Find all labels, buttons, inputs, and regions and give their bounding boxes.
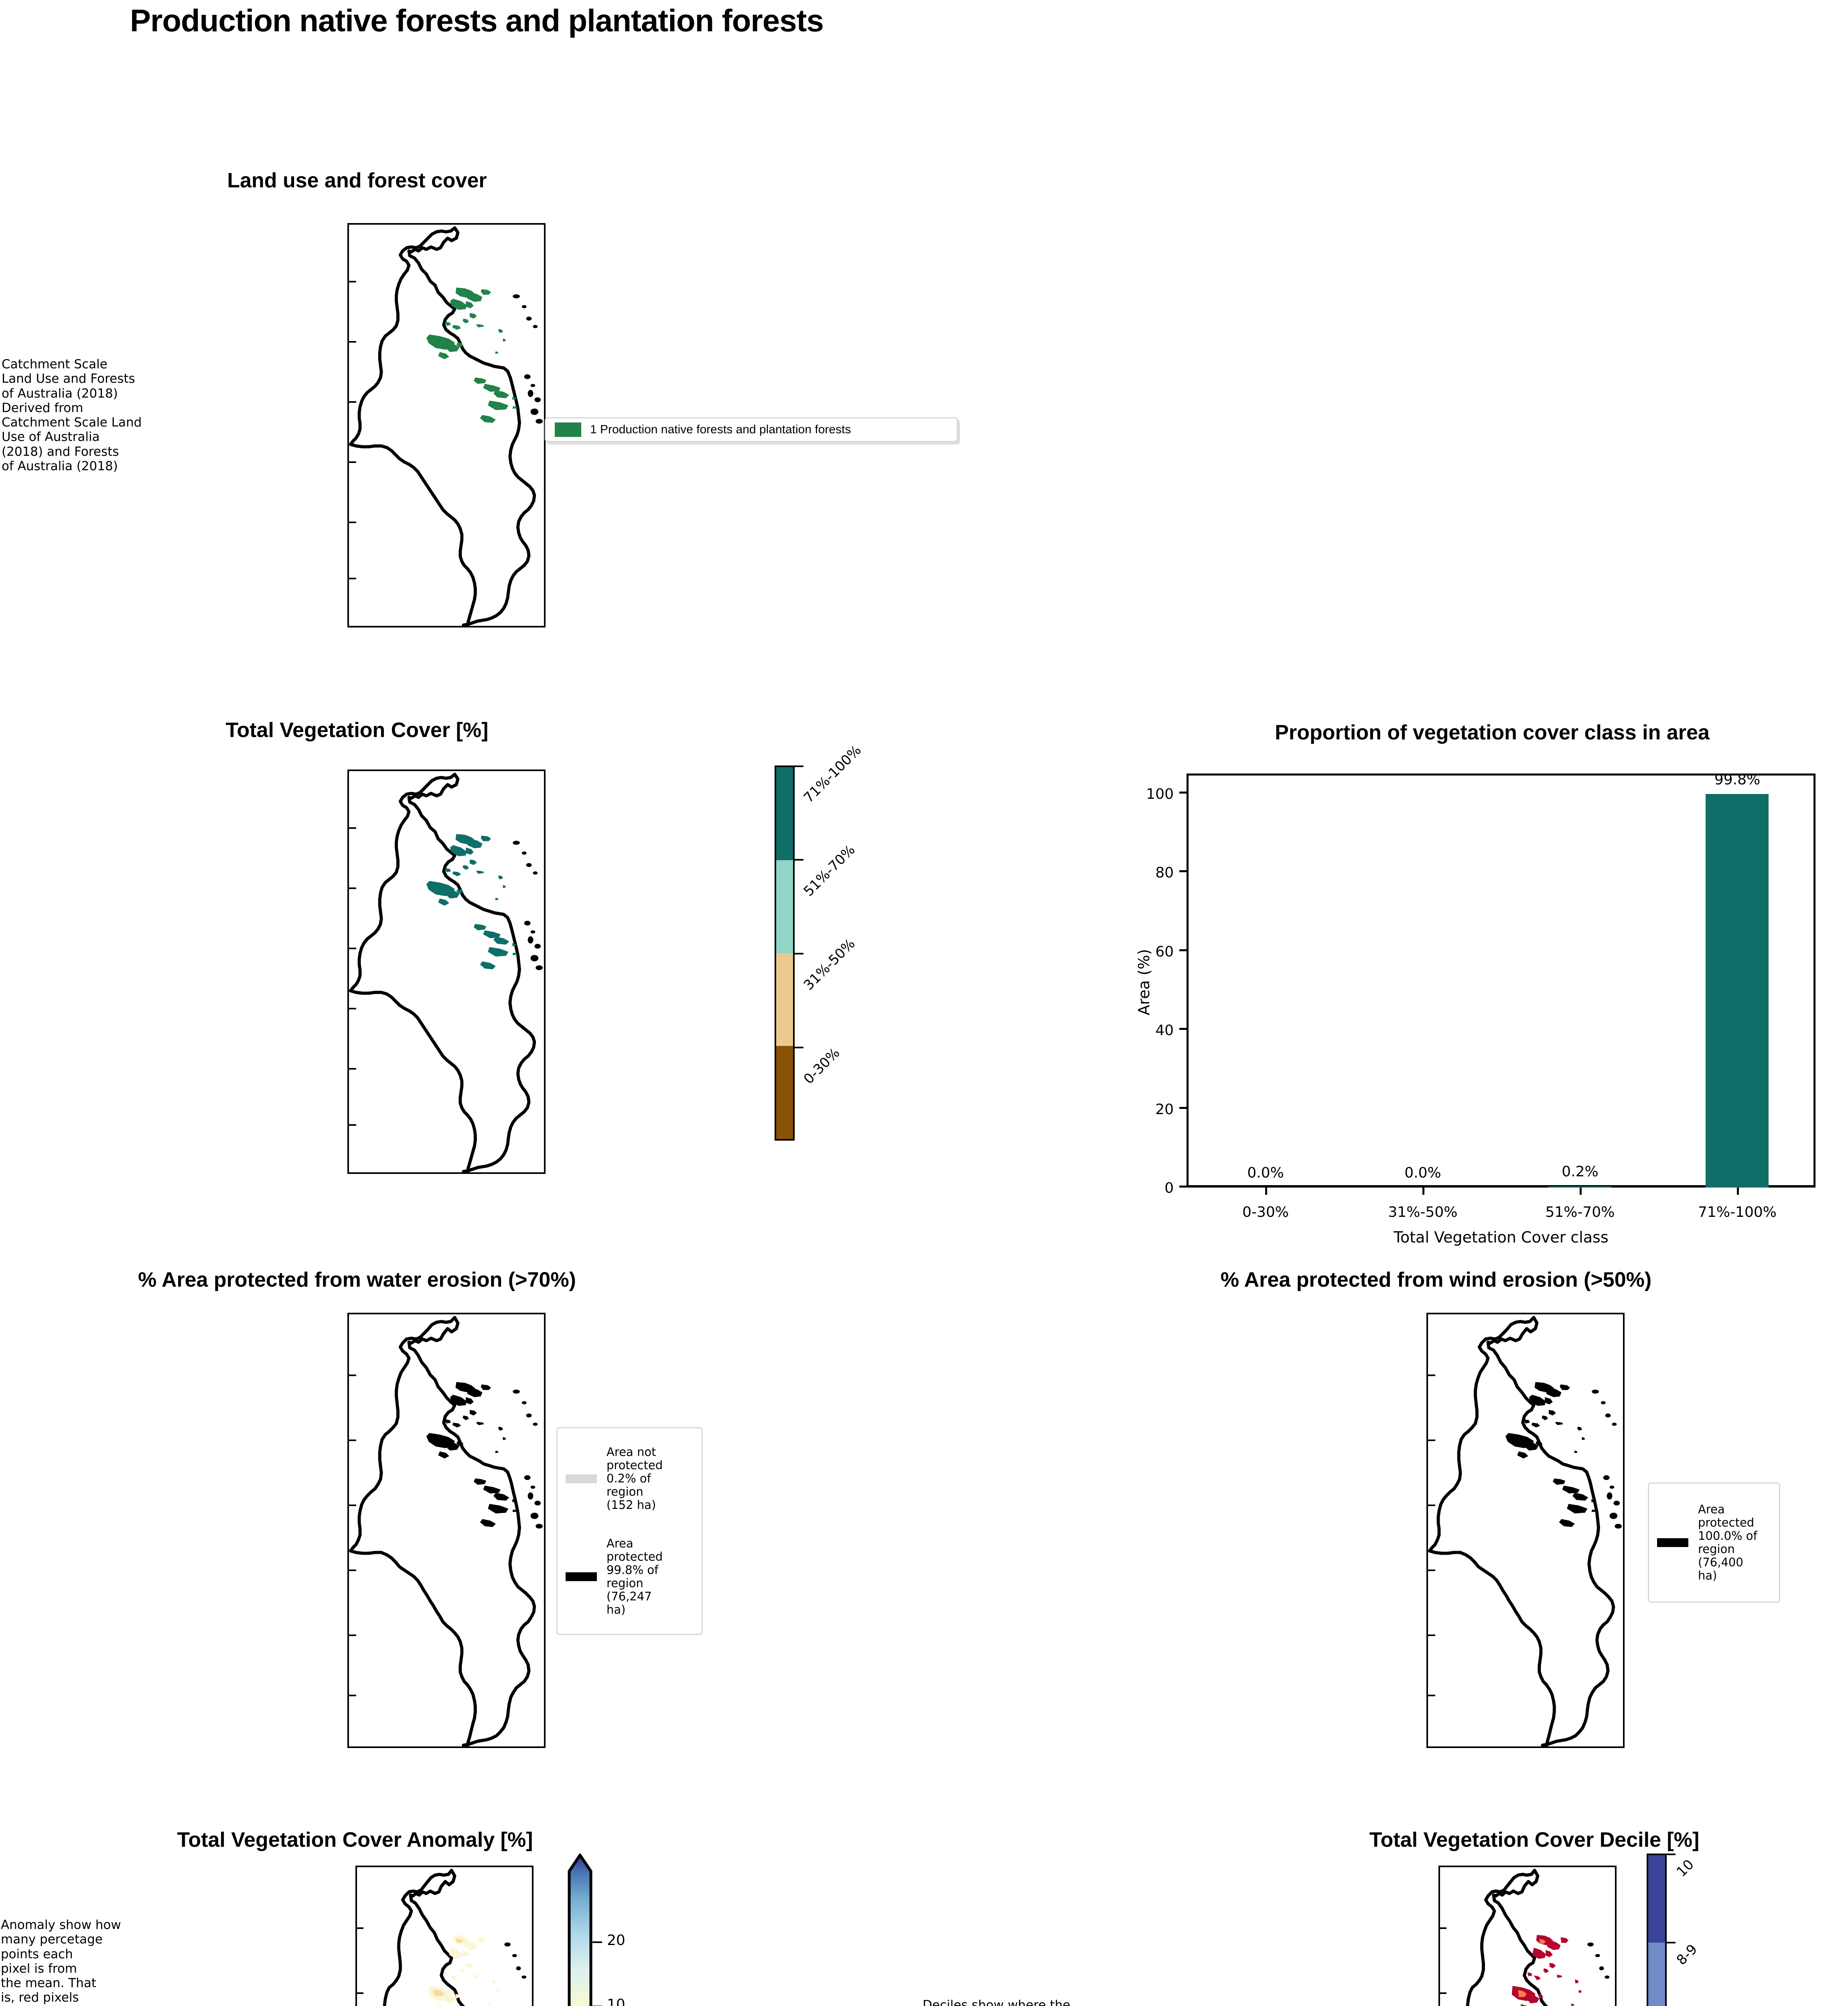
legend-entry-not-protected: Area not protected 0.2% of region (152 h… bbox=[563, 1446, 696, 1512]
cbar-seg-71-100 bbox=[776, 767, 793, 860]
panel-title-decile: Total Vegetation Cover Decile [%] bbox=[1369, 1828, 1700, 1852]
bar-chart-axes: 0 20 40 60 80 100 0-30% 31%-50% 51%-70% … bbox=[1146, 772, 1816, 1220]
ytick-80: 80 bbox=[1155, 865, 1174, 881]
wind-erosion-legend: Area protected 100.0% of region (76,400 … bbox=[1648, 1482, 1780, 1603]
colorbar-veg-cover bbox=[775, 765, 795, 1141]
decile-note: Deciles show where the pixel value lies … bbox=[923, 1998, 1071, 2006]
ytick-20: 20 bbox=[1155, 1101, 1174, 1118]
map-decile bbox=[1438, 1866, 1617, 2006]
ytick-0: 0 bbox=[1164, 1180, 1174, 1196]
legend-label-production-forest: 1 Production native forests and plantati… bbox=[590, 423, 851, 436]
bar-71-100 bbox=[1706, 794, 1769, 1188]
panel-title-wind-erosion: % Area protected from wind erosion (>50%… bbox=[1220, 1268, 1652, 1291]
chart-ylabel: Area (%) bbox=[1135, 949, 1153, 1015]
map-anomaly bbox=[355, 1866, 534, 2006]
anomaly-tick-10: 10 bbox=[607, 1996, 625, 2006]
panel-title-veg-cover: Total Vegetation Cover [%] bbox=[225, 719, 489, 742]
colorbar-decile bbox=[1647, 1854, 1667, 2006]
anomaly-note: Anomaly show how many percetage points e… bbox=[1, 1918, 121, 2006]
cbar-label-0-30: 0-30% bbox=[800, 1045, 843, 1088]
chart-title-proportion: Proportion of vegetation cover class in … bbox=[1275, 721, 1710, 744]
legend-text-not-protected: Area not protected 0.2% of region (152 h… bbox=[607, 1445, 663, 1512]
chart-xlabel: Total Vegetation Cover class bbox=[1394, 1228, 1609, 1246]
cbar-label-31-50: 31%-50% bbox=[800, 936, 858, 994]
decile-label-8-9: 8-9 bbox=[1673, 1941, 1701, 1969]
xtick-31-50: 31%-50% bbox=[1388, 1204, 1458, 1220]
panel-title-water-erosion: % Area protected from water erosion (>70… bbox=[138, 1268, 576, 1291]
map-water-erosion bbox=[347, 1313, 546, 1748]
map-wind-erosion bbox=[1426, 1313, 1625, 1748]
colorbar-anomaly bbox=[568, 1852, 592, 2006]
land-use-source-note: Catchment Scale Land Use and Forests of … bbox=[2, 357, 142, 473]
cbar-label-51-70: 51%-70% bbox=[800, 842, 858, 900]
barlabel-0-30: 0.0% bbox=[1247, 1165, 1284, 1181]
cbar-seg-51-70 bbox=[776, 860, 793, 953]
anomaly-tick-20: 20 bbox=[607, 1932, 625, 1949]
map-land-use bbox=[347, 223, 546, 627]
ytick-60: 60 bbox=[1155, 944, 1174, 960]
cbar-label-71-100: 71%-100% bbox=[800, 742, 864, 806]
bar-51-70 bbox=[1548, 1186, 1611, 1188]
legend-swatch-protected-wind bbox=[1657, 1538, 1688, 1547]
panel-title-anomaly: Total Vegetation Cover Anomaly [%] bbox=[177, 1828, 533, 1852]
cbar-seg-0-30 bbox=[776, 1046, 793, 1139]
legend-swatch-production-forest bbox=[555, 422, 581, 437]
cbar-seg-decile-8-9 bbox=[1648, 1943, 1665, 2006]
panel-title-land-use: Land use and forest cover bbox=[227, 169, 487, 192]
xtick-71-100: 71%-100% bbox=[1698, 1204, 1777, 1220]
legend-text-protected: Area protected 99.8% of region (76,247 h… bbox=[607, 1536, 663, 1616]
barlabel-51-70: 0.2% bbox=[1562, 1163, 1598, 1180]
barlabel-71-100: 99.8% bbox=[1714, 772, 1761, 788]
water-erosion-legend: Area not protected 0.2% of region (152 h… bbox=[556, 1427, 703, 1635]
legend-swatch-not-protected bbox=[566, 1474, 597, 1483]
legend-text-protected-wind: Area protected 100.0% of region (76,400 … bbox=[1698, 1502, 1757, 1583]
map-veg-cover bbox=[347, 770, 546, 1174]
xtick-51-70: 51%-70% bbox=[1545, 1204, 1615, 1220]
barlabel-31-50: 0.0% bbox=[1404, 1165, 1441, 1181]
ytick-100: 100 bbox=[1146, 786, 1174, 802]
legend-swatch-protected bbox=[566, 1572, 597, 1581]
land-use-legend: 1 Production native forests and plantati… bbox=[545, 417, 958, 442]
page-title: Production native forests and plantation… bbox=[130, 3, 824, 38]
ytick-40: 40 bbox=[1155, 1022, 1174, 1039]
cbar-seg-31-50 bbox=[776, 953, 793, 1046]
xtick-0-30: 0-30% bbox=[1242, 1204, 1289, 1220]
cbar-seg-decile-10 bbox=[1648, 1855, 1665, 1943]
decile-label-10: 10 bbox=[1673, 1856, 1697, 1880]
legend-entry-protected: Area protected 99.8% of region (76,247 h… bbox=[563, 1537, 696, 1616]
